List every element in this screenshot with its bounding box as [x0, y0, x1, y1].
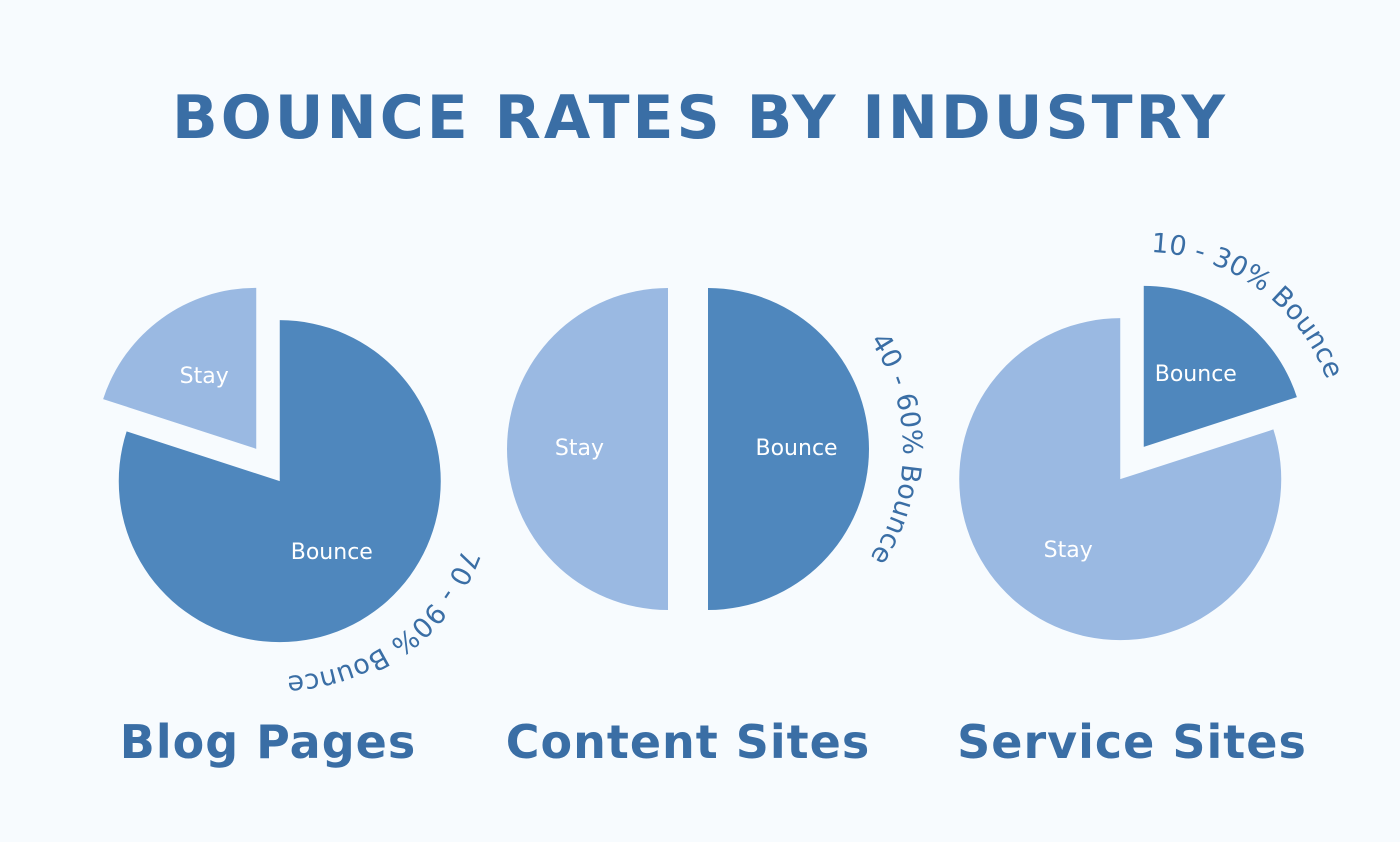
slice-label: Stay	[1044, 538, 1093, 563]
slice-label: Bounce	[756, 436, 838, 461]
page-title: BOUNCE RATES BY INDUSTRY	[172, 83, 1228, 153]
slice-label: Bounce	[1155, 362, 1237, 387]
slice-label: Stay	[555, 436, 604, 461]
pie-slice	[103, 287, 257, 449]
pie-slice	[118, 320, 441, 643]
chart-title: Service Sites	[957, 715, 1307, 769]
pie-slice	[959, 318, 1282, 641]
chart-title: Content Sites	[506, 715, 871, 769]
pie-slice	[507, 288, 668, 610]
slice-label: Bounce	[291, 540, 373, 565]
chart-title: Blog Pages	[120, 715, 416, 769]
pie-slice	[1143, 285, 1297, 447]
pie-slice	[708, 288, 869, 610]
slice-label: Stay	[180, 364, 229, 389]
